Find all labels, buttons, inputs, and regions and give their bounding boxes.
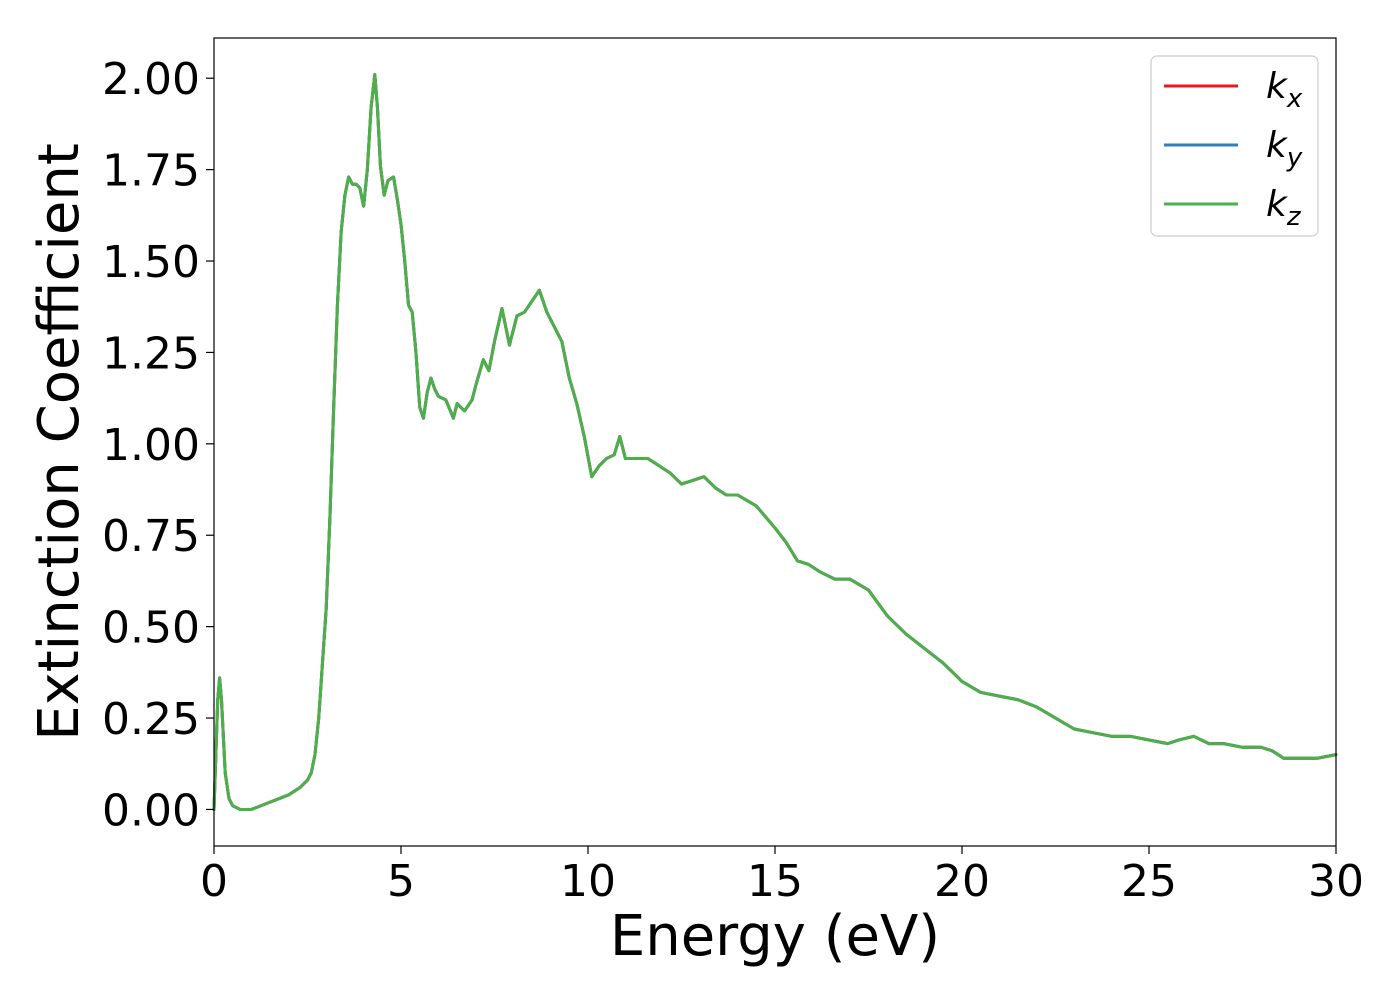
legend: kx ky kz [1150, 55, 1319, 237]
x-tick-label: 20 [934, 856, 990, 907]
y-tick-label: 0.50 [102, 603, 200, 654]
legend-label-k-z: kz [1266, 184, 1302, 232]
x-tick-label: 30 [1308, 856, 1364, 907]
x-tick-label: 5 [387, 856, 415, 907]
x-axis-ticks: 0 5 10 15 20 25 30 [200, 846, 1364, 907]
x-tick-label: 10 [560, 856, 616, 907]
legend-label-k-y: ky [1266, 125, 1303, 173]
y-tick-label: 1.00 [102, 420, 200, 471]
y-tick-label: 1.50 [102, 237, 200, 288]
x-tick-label: 0 [200, 856, 228, 907]
y-tick-label: 2.00 [102, 54, 200, 105]
y-tick-label: 0.75 [102, 511, 200, 562]
x-tick-label: 25 [1121, 856, 1177, 907]
x-tick-label: 15 [747, 856, 803, 907]
legend-label-k-x: kx [1266, 66, 1303, 114]
x-axis-label: Energy (eV) [610, 904, 940, 969]
y-tick-label: 1.75 [102, 146, 200, 197]
y-axis-label: Extinction Coefficient [27, 143, 92, 741]
series-layer [212, 73, 1338, 811]
y-tick-label: 0.25 [102, 694, 200, 745]
y-tick-label: 1.25 [102, 328, 200, 379]
y-tick-label: 0.00 [102, 785, 200, 836]
series-line-k-z [212, 73, 1338, 811]
y-axis-ticks: 0.00 0.25 0.50 0.75 1.00 1.25 1.50 1.75 2.00 [102, 54, 214, 836]
